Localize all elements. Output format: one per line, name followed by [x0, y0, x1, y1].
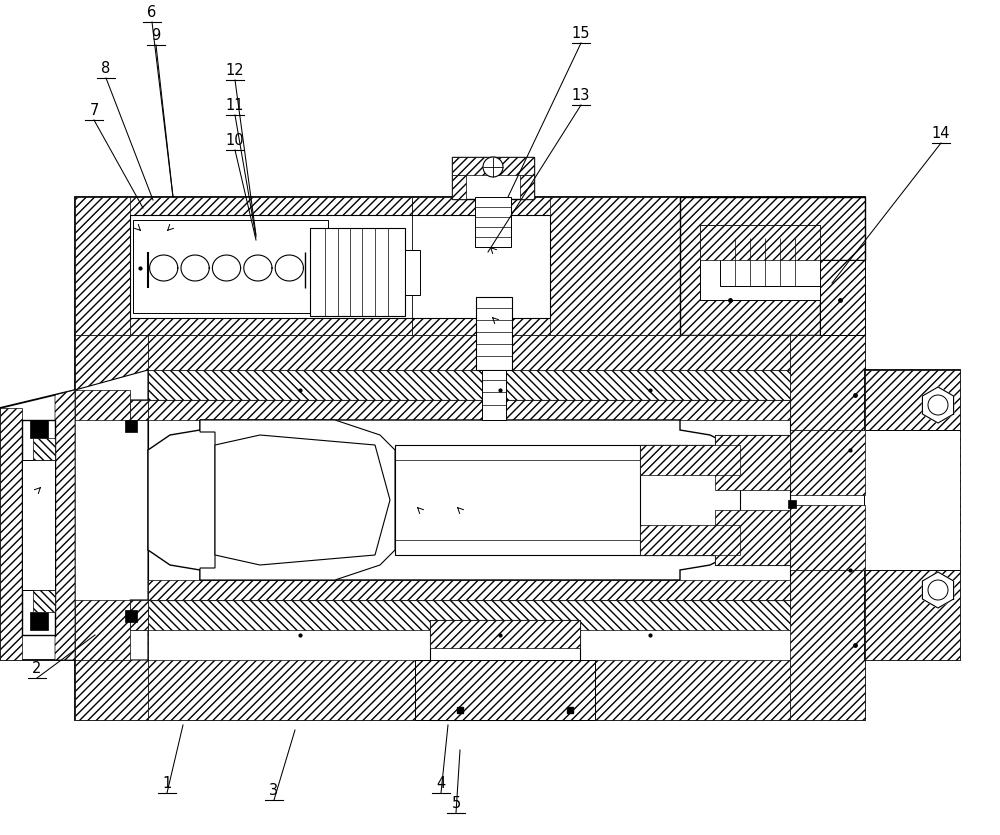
- Bar: [715, 435, 790, 565]
- Polygon shape: [520, 175, 534, 199]
- Polygon shape: [33, 438, 55, 460]
- Bar: [405, 250, 420, 295]
- Polygon shape: [75, 197, 865, 215]
- Bar: [22, 420, 55, 635]
- Polygon shape: [75, 600, 130, 660]
- Text: 12: 12: [226, 63, 244, 78]
- Bar: [125, 420, 137, 432]
- Polygon shape: [148, 600, 790, 630]
- Bar: [310, 228, 405, 316]
- Circle shape: [928, 395, 948, 415]
- Polygon shape: [452, 157, 534, 175]
- Bar: [130, 215, 550, 318]
- Polygon shape: [75, 390, 130, 420]
- Polygon shape: [922, 387, 954, 423]
- Polygon shape: [790, 430, 865, 495]
- Polygon shape: [715, 510, 790, 565]
- Polygon shape: [452, 175, 466, 199]
- Text: 2: 2: [32, 661, 42, 676]
- Polygon shape: [640, 445, 740, 475]
- Polygon shape: [130, 318, 550, 335]
- Polygon shape: [715, 435, 790, 490]
- Bar: [22, 460, 55, 590]
- Bar: [700, 225, 820, 300]
- Text: 11: 11: [226, 98, 244, 113]
- Polygon shape: [148, 335, 790, 370]
- Text: 15: 15: [572, 26, 590, 41]
- Polygon shape: [148, 660, 790, 720]
- Bar: [148, 400, 790, 600]
- Bar: [640, 445, 740, 555]
- Circle shape: [928, 580, 948, 600]
- Polygon shape: [790, 335, 865, 430]
- Polygon shape: [148, 370, 790, 400]
- Polygon shape: [922, 572, 954, 608]
- Polygon shape: [33, 590, 55, 612]
- Bar: [482, 370, 506, 420]
- Polygon shape: [0, 408, 22, 660]
- Bar: [133, 220, 328, 313]
- Polygon shape: [790, 570, 865, 720]
- Polygon shape: [148, 400, 790, 420]
- Bar: [865, 430, 960, 570]
- Bar: [430, 620, 580, 720]
- Polygon shape: [790, 505, 865, 570]
- Text: 1: 1: [162, 776, 172, 791]
- Bar: [30, 612, 48, 630]
- Bar: [452, 157, 534, 199]
- Polygon shape: [550, 197, 865, 335]
- Bar: [475, 197, 511, 247]
- Text: 4: 4: [436, 776, 446, 791]
- Polygon shape: [430, 620, 580, 648]
- Text: 10: 10: [226, 133, 244, 148]
- Bar: [720, 238, 820, 286]
- Bar: [75, 335, 865, 720]
- Polygon shape: [75, 370, 148, 660]
- Text: 14: 14: [932, 126, 950, 141]
- Polygon shape: [55, 390, 75, 660]
- Text: 7: 7: [89, 103, 99, 118]
- Polygon shape: [700, 225, 820, 260]
- Polygon shape: [865, 370, 960, 660]
- Polygon shape: [148, 420, 740, 580]
- Text: 3: 3: [269, 783, 279, 798]
- Polygon shape: [415, 660, 595, 720]
- Bar: [395, 445, 740, 555]
- Polygon shape: [0, 390, 75, 660]
- Polygon shape: [640, 525, 740, 555]
- Text: 8: 8: [101, 61, 111, 76]
- Polygon shape: [148, 580, 790, 600]
- Text: 5: 5: [451, 796, 461, 811]
- Circle shape: [483, 157, 503, 177]
- Polygon shape: [130, 600, 148, 630]
- Polygon shape: [215, 435, 390, 565]
- Bar: [788, 500, 796, 508]
- Polygon shape: [820, 260, 865, 335]
- Bar: [125, 610, 137, 622]
- Text: 6: 6: [147, 5, 157, 20]
- Polygon shape: [75, 335, 148, 720]
- Polygon shape: [200, 420, 395, 580]
- Polygon shape: [680, 197, 865, 335]
- Bar: [30, 420, 48, 438]
- Bar: [476, 297, 512, 370]
- Text: 13: 13: [572, 88, 590, 103]
- Polygon shape: [865, 370, 960, 660]
- Polygon shape: [75, 197, 130, 335]
- Polygon shape: [130, 400, 148, 420]
- Text: 9: 9: [151, 28, 161, 43]
- Bar: [75, 197, 865, 335]
